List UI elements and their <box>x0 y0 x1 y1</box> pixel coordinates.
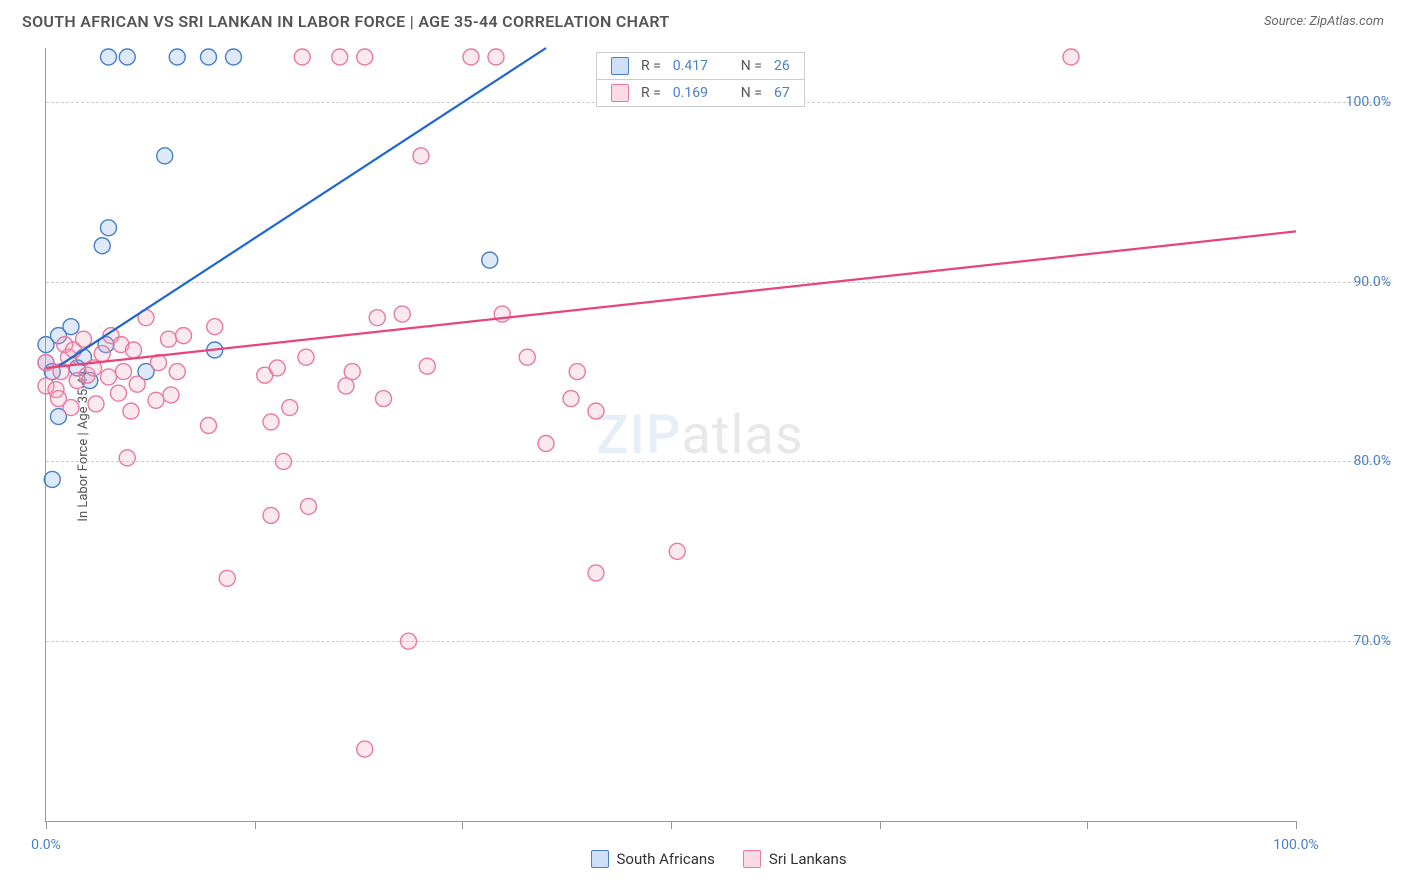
x-tick <box>255 821 256 829</box>
scatter-point <box>111 385 127 401</box>
r-label: R = <box>641 85 661 101</box>
scatter-point <box>276 453 292 469</box>
scatter-point <box>101 220 117 236</box>
n-value: 67 <box>774 85 790 101</box>
legend-series: South Africans Sri Lankans <box>591 850 847 868</box>
r-value: 0.417 <box>673 58 721 74</box>
scatter-point <box>44 471 60 487</box>
scatter-point <box>338 378 354 394</box>
scatter-point <box>463 49 479 65</box>
scatter-point <box>538 435 554 451</box>
n-value: 26 <box>774 58 790 74</box>
x-tick <box>1087 821 1088 829</box>
scatter-point <box>94 238 110 254</box>
scatter-point <box>226 49 242 65</box>
legend-stats-row-0: R = 0.417 N = 26 <box>597 53 804 80</box>
scatter-point <box>148 392 164 408</box>
chart-source: Source: ZipAtlas.com <box>1264 14 1384 29</box>
legend-stats-row-1: R = 0.169 N = 67 <box>597 80 804 106</box>
scatter-point <box>63 400 79 416</box>
scatter-point <box>401 633 417 649</box>
scatter-point <box>157 148 173 164</box>
scatter-point <box>269 360 285 376</box>
scatter-point <box>94 346 110 362</box>
legend-swatch-pink <box>611 84 629 102</box>
y-tick-label: 80.0% <box>1311 453 1391 469</box>
x-tick <box>1296 821 1297 829</box>
scatter-point <box>119 49 135 65</box>
chart-container: SOUTH AFRICAN VS SRI LANKAN IN LABOR FOR… <box>0 0 1406 892</box>
x-tick-label: 100.0% <box>1273 837 1318 853</box>
r-label: R = <box>641 58 661 74</box>
scatter-point <box>357 49 373 65</box>
y-tick-label: 90.0% <box>1311 274 1391 290</box>
legend-stats-box: R = 0.417 N = 26 R = 0.169 N = 67 <box>596 52 805 107</box>
scatter-point <box>207 319 223 335</box>
scatter-point <box>569 364 585 380</box>
scatter-point <box>201 49 217 65</box>
scatter-point <box>357 741 373 757</box>
legend-item-sri-lankans: Sri Lankans <box>743 850 847 868</box>
scatter-point <box>588 565 604 581</box>
scatter-svg <box>46 48 1296 821</box>
scatter-point <box>588 403 604 419</box>
scatter-point <box>413 148 429 164</box>
scatter-point <box>119 450 135 466</box>
n-label: N = <box>741 85 762 101</box>
scatter-point <box>169 364 185 380</box>
legend-item-south-africans: South Africans <box>591 850 715 868</box>
scatter-point <box>219 570 235 586</box>
scatter-point <box>169 49 185 65</box>
scatter-point <box>101 49 117 65</box>
x-tick <box>462 821 463 829</box>
scatter-point <box>1063 49 1079 65</box>
scatter-point <box>298 349 314 365</box>
scatter-point <box>116 364 132 380</box>
scatter-point <box>419 358 435 374</box>
legend-label: Sri Lankans <box>769 850 847 868</box>
legend-label: South Africans <box>617 850 715 868</box>
legend-swatch-blue <box>591 850 609 868</box>
scatter-point <box>282 400 298 416</box>
scatter-point <box>201 418 217 434</box>
chart-header: SOUTH AFRICAN VS SRI LANKAN IN LABOR FOR… <box>0 0 1406 39</box>
scatter-point <box>129 376 145 392</box>
chart-title: SOUTH AFRICAN VS SRI LANKAN IN LABOR FOR… <box>22 12 670 31</box>
n-label: N = <box>741 58 762 74</box>
r-value: 0.169 <box>673 85 721 101</box>
scatter-point <box>394 306 410 322</box>
scatter-point <box>563 391 579 407</box>
scatter-point <box>101 369 117 385</box>
scatter-point <box>488 49 504 65</box>
x-tick <box>671 821 672 829</box>
scatter-point <box>519 349 535 365</box>
legend-swatch-blue <box>611 57 629 75</box>
scatter-point <box>161 331 177 347</box>
scatter-point <box>126 342 142 358</box>
scatter-point <box>294 49 310 65</box>
scatter-point <box>163 387 179 403</box>
scatter-point <box>482 252 498 268</box>
y-tick-label: 100.0% <box>1311 94 1391 110</box>
legend-swatch-pink <box>743 850 761 868</box>
plot-area: ZIPatlas R = 0.417 N = 26 R = 0.169 N = … <box>45 48 1296 822</box>
scatter-point <box>76 331 92 347</box>
scatter-point <box>344 364 360 380</box>
scatter-point <box>301 498 317 514</box>
x-tick-label: 0.0% <box>31 837 61 853</box>
scatter-point <box>263 414 279 430</box>
scatter-point <box>263 507 279 523</box>
scatter-point <box>88 396 104 412</box>
y-tick-label: 70.0% <box>1311 633 1391 649</box>
scatter-point <box>123 403 139 419</box>
scatter-point <box>376 391 392 407</box>
scatter-point <box>332 49 348 65</box>
scatter-point <box>63 319 79 335</box>
scatter-point <box>669 543 685 559</box>
scatter-point <box>369 310 385 326</box>
x-tick <box>46 821 47 829</box>
scatter-point <box>176 328 192 344</box>
x-tick <box>880 821 881 829</box>
trend-line <box>59 48 547 366</box>
